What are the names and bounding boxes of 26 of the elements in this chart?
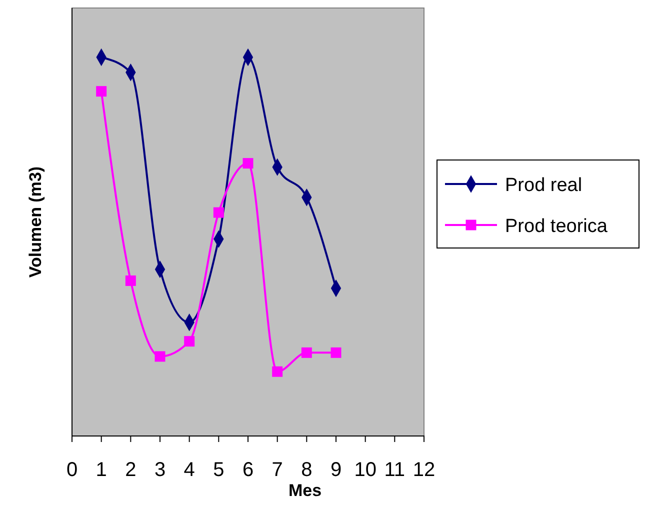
x-tick-label: 3 (154, 459, 166, 482)
point (154, 351, 166, 362)
point (184, 336, 195, 347)
point (301, 347, 312, 358)
point (125, 275, 136, 286)
x-tick-label: 11 (384, 459, 406, 482)
x-tick-label: 0 (66, 459, 78, 482)
point (330, 347, 342, 358)
x-axis-title: Mes (288, 481, 322, 500)
x-tick-label: 4 (184, 459, 195, 482)
x-tick-label: 9 (330, 459, 342, 482)
y-axis-title: Volumen (m3) (26, 166, 45, 278)
x-tick-label: 12 (412, 459, 436, 482)
x-tick-label: 6 (242, 459, 254, 482)
x-tick-label: 8 (301, 459, 312, 482)
x-tick-label: 7 (272, 459, 283, 482)
point (242, 158, 254, 169)
x-tick-label: 10 (354, 459, 376, 482)
x-tick-label: 2 (125, 459, 136, 482)
x-tick-label: 5 (213, 459, 224, 482)
point (272, 366, 283, 377)
point (96, 86, 107, 97)
legend-label: Prod real (505, 175, 582, 196)
x-tick-label: 1 (96, 459, 107, 482)
point (213, 207, 224, 218)
legend-label: Prod teorica (505, 216, 608, 237)
